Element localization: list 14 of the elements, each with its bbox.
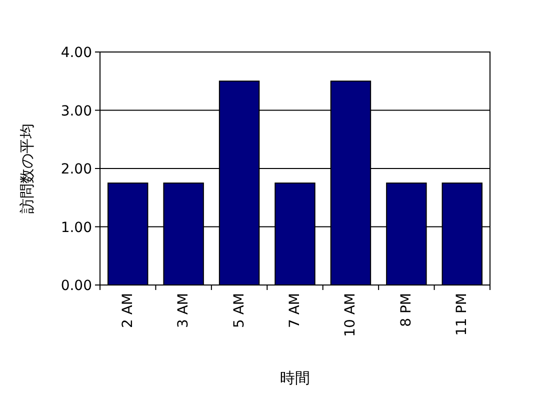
y-tick-label: 1.00 bbox=[60, 220, 92, 236]
y-tick-label: 3.00 bbox=[60, 103, 92, 120]
x-tick-label: 8 PM bbox=[398, 293, 414, 327]
x-tick-label: 11 PM bbox=[454, 293, 470, 336]
x-tick-label: 7 AM bbox=[287, 293, 303, 328]
x-tick-label: 5 AM bbox=[231, 293, 248, 328]
x-tick-label: 3 AM bbox=[176, 293, 192, 328]
y-tick-label: 2.00 bbox=[60, 162, 92, 178]
y-tick-label: 0.00 bbox=[60, 278, 92, 294]
x-tick-label: 2 AM bbox=[120, 293, 136, 328]
x-axis-title: 時間 bbox=[280, 369, 310, 387]
y-axis-title: 訪問数の平均 bbox=[18, 124, 36, 214]
x-tick-label: 10 AM bbox=[342, 293, 359, 337]
y-tick-label: 4.00 bbox=[60, 45, 92, 61]
